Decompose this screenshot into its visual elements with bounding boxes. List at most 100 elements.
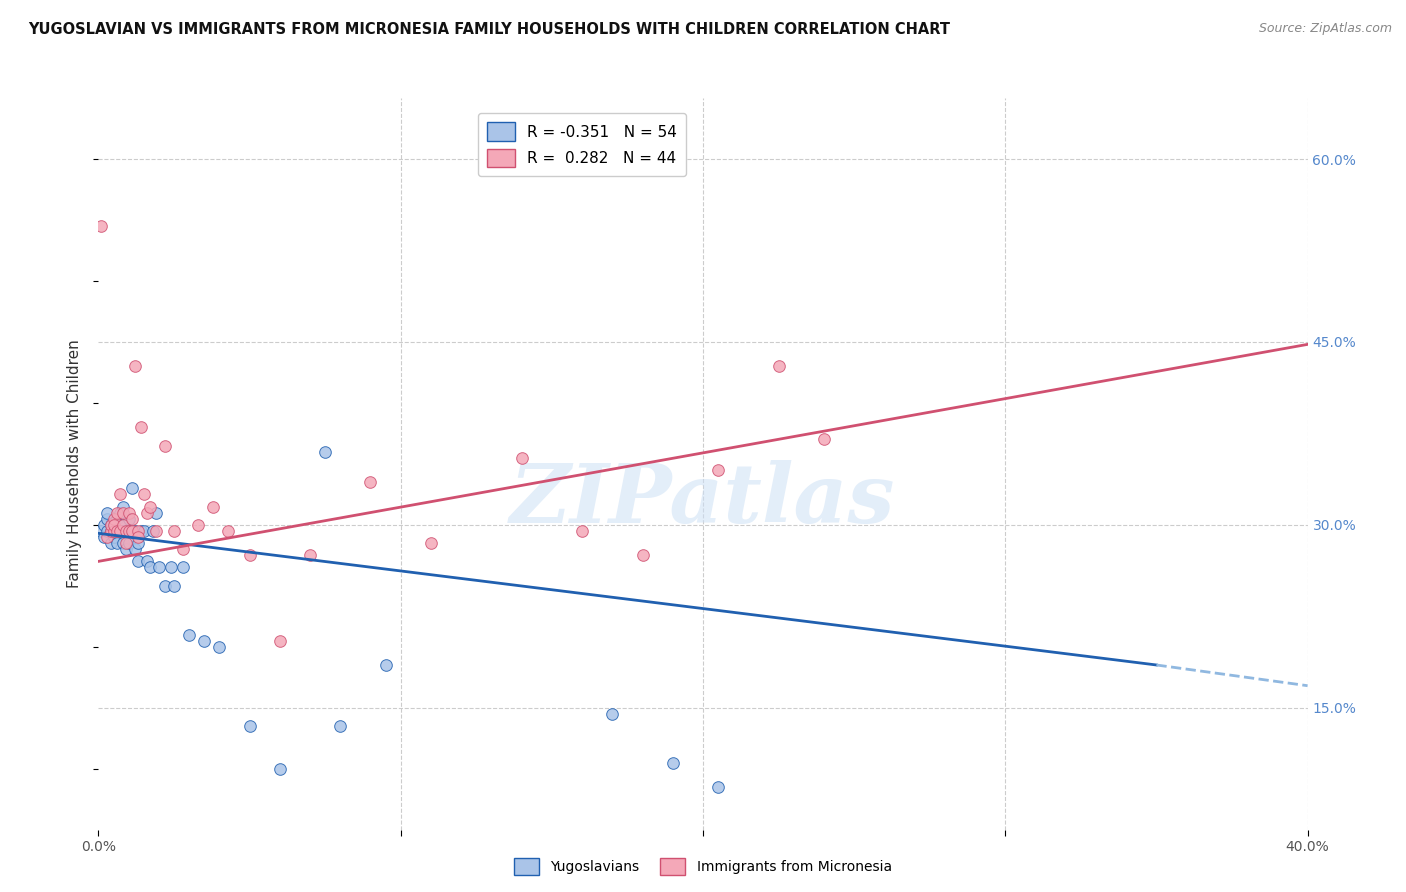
Point	[129, 420, 152, 434]
Point	[707, 463, 730, 477]
Point	[103, 524, 125, 538]
Point	[153, 579, 176, 593]
Point	[145, 506, 167, 520]
Point	[111, 524, 134, 538]
Point	[631, 548, 654, 563]
Point	[768, 359, 790, 374]
Point	[239, 719, 262, 733]
Point	[148, 560, 170, 574]
Point	[269, 762, 291, 776]
Point	[118, 512, 141, 526]
Point	[142, 524, 165, 538]
Point	[96, 530, 118, 544]
Point	[132, 524, 155, 538]
Point	[179, 627, 201, 641]
Point	[114, 536, 136, 550]
Legend: R = -0.351   N = 54, R =  0.282   N = 44: R = -0.351 N = 54, R = 0.282 N = 44	[478, 113, 686, 177]
Point	[132, 487, 155, 501]
Point	[105, 506, 128, 520]
Point	[100, 517, 122, 532]
Point	[163, 524, 186, 538]
Point	[103, 524, 125, 538]
Point	[420, 536, 443, 550]
Point	[114, 542, 136, 557]
Point	[111, 500, 134, 514]
Point	[124, 359, 146, 374]
Point	[135, 506, 157, 520]
Point	[105, 524, 128, 538]
Point	[111, 517, 134, 532]
Point	[118, 536, 141, 550]
Point	[121, 524, 143, 538]
Point	[135, 554, 157, 568]
Point	[100, 536, 122, 550]
Text: YUGOSLAVIAN VS IMMIGRANTS FROM MICRONESIA FAMILY HOUSEHOLDS WITH CHILDREN CORREL: YUGOSLAVIAN VS IMMIGRANTS FROM MICRONESI…	[28, 22, 950, 37]
Point	[662, 756, 685, 770]
Point	[118, 506, 141, 520]
Point	[329, 719, 352, 733]
Point	[100, 524, 122, 538]
Point	[172, 560, 194, 574]
Point	[121, 524, 143, 538]
Point	[103, 517, 125, 532]
Point	[510, 450, 533, 465]
Point	[172, 542, 194, 557]
Point	[314, 444, 336, 458]
Point	[90, 524, 112, 538]
Point	[103, 512, 125, 526]
Point	[90, 219, 112, 234]
Point	[118, 524, 141, 538]
Point	[114, 524, 136, 538]
Point	[93, 530, 115, 544]
Legend: Yugoslavians, Immigrants from Micronesia: Yugoslavians, Immigrants from Micronesia	[509, 853, 897, 880]
Point	[153, 439, 176, 453]
Point	[193, 633, 215, 648]
Point	[127, 530, 149, 544]
Point	[96, 506, 118, 520]
Point	[108, 506, 131, 520]
Text: Source: ZipAtlas.com: Source: ZipAtlas.com	[1258, 22, 1392, 36]
Point	[239, 548, 262, 563]
Point	[121, 512, 143, 526]
Point	[100, 524, 122, 538]
Point	[96, 512, 118, 526]
Point	[139, 500, 162, 514]
Point	[111, 506, 134, 520]
Point	[145, 524, 167, 538]
Point	[160, 560, 183, 574]
Point	[602, 706, 624, 721]
Point	[105, 524, 128, 538]
Point	[114, 524, 136, 538]
Point	[108, 487, 131, 501]
Point	[105, 512, 128, 526]
Point	[111, 536, 134, 550]
Point	[108, 517, 131, 532]
Point	[100, 517, 122, 532]
Point	[93, 517, 115, 532]
Point	[118, 524, 141, 538]
Point	[105, 536, 128, 550]
Point	[269, 633, 291, 648]
Text: ZIPatlas: ZIPatlas	[510, 460, 896, 541]
Point	[208, 640, 231, 654]
Point	[571, 524, 593, 538]
Point	[163, 579, 186, 593]
Point	[124, 542, 146, 557]
Point	[103, 530, 125, 544]
Point	[299, 548, 322, 563]
Point	[187, 517, 209, 532]
Point	[108, 524, 131, 538]
Point	[813, 433, 835, 447]
Point	[103, 517, 125, 532]
Point	[360, 475, 382, 489]
Point	[108, 524, 131, 538]
Point	[127, 536, 149, 550]
Point	[124, 524, 146, 538]
Point	[96, 524, 118, 538]
Point	[129, 524, 152, 538]
Y-axis label: Family Households with Children: Family Households with Children	[67, 340, 83, 588]
Point	[707, 780, 730, 794]
Point	[139, 560, 162, 574]
Point	[127, 554, 149, 568]
Point	[121, 481, 143, 495]
